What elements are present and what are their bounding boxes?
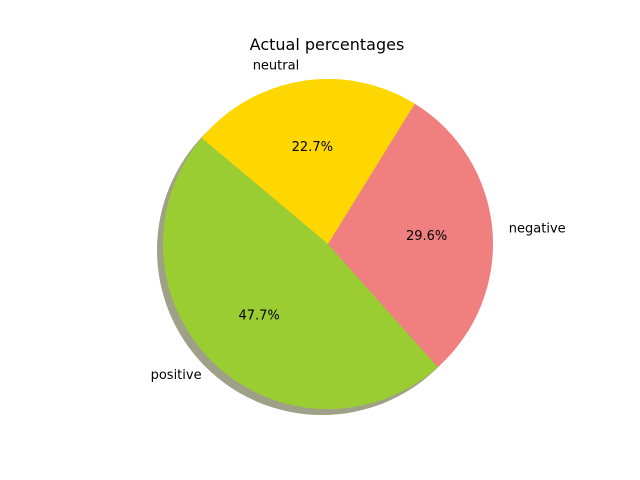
pie-slice-negative (328, 103, 494, 368)
slice-label-positive: positive (151, 368, 202, 383)
pct-label-neutral: 22.7% (292, 140, 333, 155)
pie-layer: 47.7% positive 29.6% negative 22.7% neutral (151, 58, 566, 415)
pct-label-positive: 47.7% (238, 309, 279, 324)
pie-slice-neutral (201, 79, 415, 244)
chart-title: Actual percentages (250, 35, 405, 54)
pie-slice-positive (162, 137, 438, 410)
slice-label-negative: negative (509, 222, 566, 237)
pct-label-negative: 29.6% (406, 229, 447, 244)
slice-label-neutral: neutral (253, 58, 300, 73)
